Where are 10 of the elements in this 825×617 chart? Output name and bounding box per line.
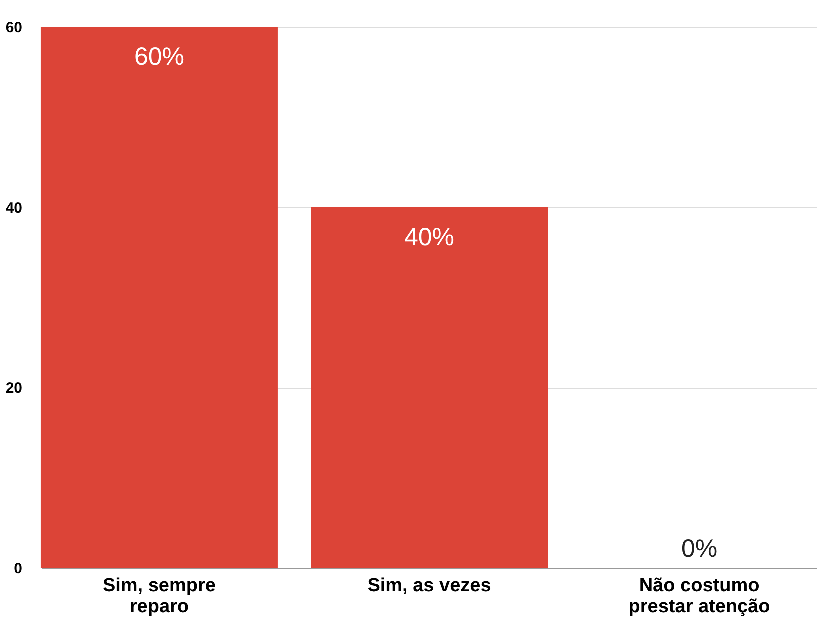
data-label: 0%	[681, 535, 718, 563]
x-tick-label: Não costumo prestar atenção	[628, 576, 770, 617]
x-tick-label: Sim, as vezes	[368, 576, 492, 596]
y-tick-label: 60	[6, 20, 22, 36]
y-tick-label: 20	[6, 380, 22, 398]
x-tick-label: Sim, sempre reparo	[102, 576, 216, 617]
y-tick-label: 40	[6, 200, 22, 217]
y-tick-label: 0	[14, 560, 22, 578]
data-label: 40%	[404, 223, 455, 252]
data-label: 60%	[134, 43, 184, 71]
